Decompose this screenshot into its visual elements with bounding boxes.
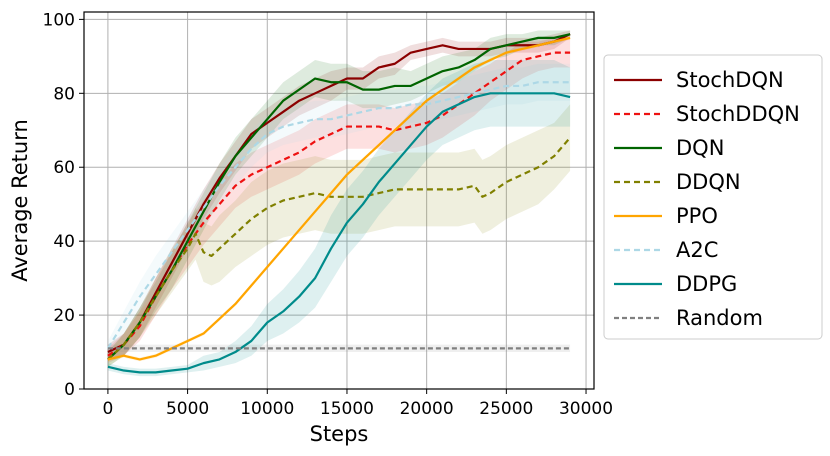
axis-ticks: 0 5000 10000 15000 20000 25000 30000 0 20 40 60 80 1… — [43, 10, 614, 419]
x-axis-label: Steps — [310, 422, 369, 446]
y-axis-label: Average Return — [8, 119, 32, 282]
y-tick-label: 20 — [53, 306, 75, 326]
dqn-line — [107, 33, 571, 361]
x-tick-label: 5000 — [166, 399, 209, 419]
legend-label-ddpg: DDPG — [676, 272, 737, 296]
x-tick-label: 15000 — [320, 399, 374, 419]
ddpg-line — [107, 92, 571, 374]
legend-box — [603, 54, 823, 340]
stochddqn-line — [107, 51, 571, 357]
series-lines — [106, 33, 571, 374]
x-tick-label: 20000 — [400, 399, 454, 419]
y-tick-label: 40 — [53, 232, 75, 252]
ppo-line — [107, 36, 571, 361]
random-band — [107, 344, 571, 353]
legend-label-ddqn: DDQN — [676, 170, 741, 194]
plot-frame — [83, 11, 595, 390]
a2c-line — [106, 81, 571, 349]
legend-label-stochdqn: StochDQN — [676, 68, 784, 92]
stochddqn-band — [107, 37, 571, 364]
y-tick-label: 100 — [43, 10, 75, 30]
x-tick-label: 30000 — [559, 399, 613, 419]
legend-label-a2c: A2C — [676, 238, 718, 262]
y-tick-label: 60 — [53, 158, 75, 178]
legend: StochDQN StochDDQN DQN DDQN PPO A2C DDPG Random — [603, 54, 823, 340]
ddpg-band — [107, 60, 571, 377]
legend-label-stochddqn: StochDDQN — [676, 102, 800, 126]
x-tick-label: 10000 — [240, 399, 294, 419]
x-tick-label: 25000 — [479, 399, 533, 419]
ddqn-band — [107, 104, 571, 367]
ddqn-line — [107, 136, 571, 361]
legend-label-ppo: PPO — [676, 204, 718, 228]
legend-label-random: Random — [676, 306, 763, 330]
dqn-band — [107, 30, 571, 367]
y-tick-label: 0 — [64, 380, 75, 400]
y-tick-label: 80 — [53, 84, 75, 104]
legend-label-dqn: DQN — [676, 136, 724, 160]
x-tick-label: 0 — [102, 399, 113, 419]
